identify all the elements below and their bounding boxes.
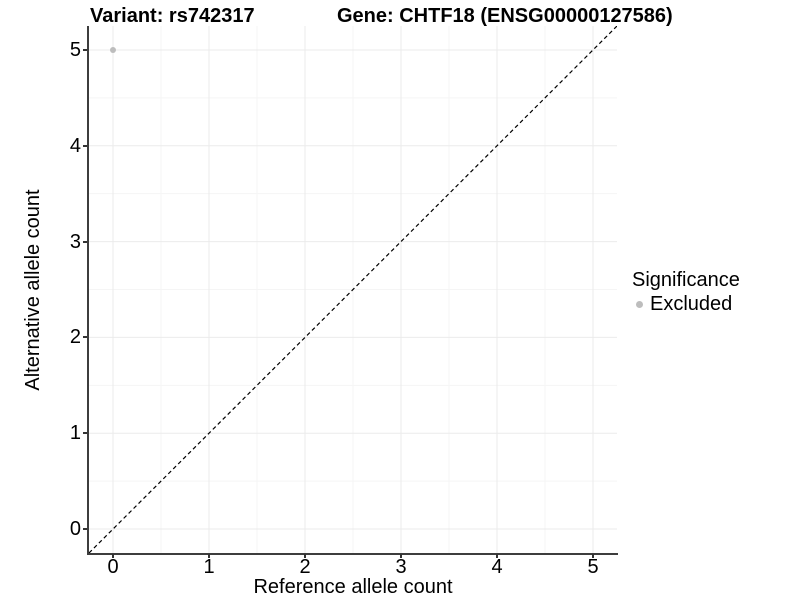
x-tick-label: 3 <box>395 556 407 578</box>
y-tick-mark <box>83 336 87 339</box>
plot-canvas <box>89 26 617 553</box>
plot-title-gene: Gene: CHTF18 (ENSG00000127586) <box>337 5 673 27</box>
x-tick-mark <box>496 554 498 558</box>
x-tick-label: 1 <box>203 556 215 578</box>
x-tick-label: 0 <box>107 556 119 578</box>
y-tick-mark <box>83 528 87 531</box>
plot-title-variant: Variant: rs742317 <box>90 5 255 27</box>
x-axis-line <box>87 553 618 555</box>
data-point <box>110 46 116 53</box>
y-tick-label: 4 <box>69 134 81 157</box>
y-tick-label: 2 <box>69 326 81 349</box>
plot-panel <box>89 26 617 553</box>
x-tick-mark <box>112 554 114 558</box>
legend-item-label: Excluded <box>650 293 733 315</box>
legend: Significance Excluded <box>632 269 740 316</box>
x-tick-mark <box>400 554 402 558</box>
legend-point-icon <box>636 300 643 308</box>
y-tick-mark <box>83 144 87 147</box>
legend-title: Significance <box>632 269 740 291</box>
x-tick-label: 2 <box>299 556 311 578</box>
x-tick-label: 5 <box>587 556 599 578</box>
y-tick-label: 1 <box>69 422 81 445</box>
y-tick-mark <box>83 240 87 243</box>
x-tick-mark <box>208 554 210 558</box>
identity-line <box>89 26 617 553</box>
legend-item-excluded: Excluded <box>632 292 740 316</box>
y-tick-label: 5 <box>69 38 81 61</box>
y-tick-label: 0 <box>69 518 81 541</box>
y-axis-title: Alternative allele count <box>22 189 44 391</box>
x-axis-title: Reference allele count <box>253 576 453 598</box>
x-tick-label: 4 <box>491 556 503 578</box>
x-tick-mark <box>304 554 306 558</box>
y-tick-label: 3 <box>69 230 81 253</box>
y-tick-mark <box>83 48 87 51</box>
x-tick-mark <box>592 554 594 558</box>
y-axis-line <box>87 26 89 555</box>
y-tick-mark <box>83 432 87 435</box>
